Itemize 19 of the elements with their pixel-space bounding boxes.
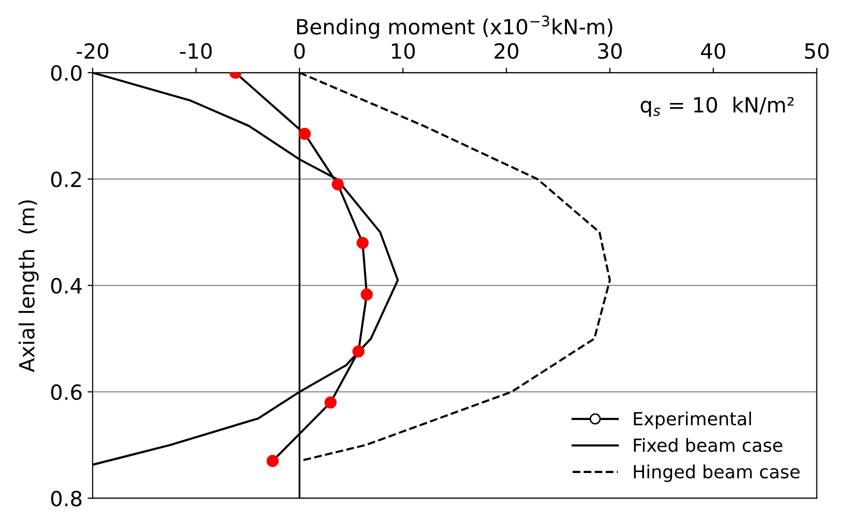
x-tick-label: 50	[805, 43, 829, 59]
x-axis-title: Bending moment (x10$^{−3}$kN-m)	[297, 15, 612, 39]
x-tick-label: 10	[392, 43, 415, 59]
x-tick-label: 30	[598, 43, 622, 59]
annotation: q$_{s}$ = 10 kN/m²	[640, 96, 794, 117]
x-tick-label: -20	[76, 43, 108, 59]
x-tick-label: -10	[180, 43, 212, 59]
y-tick-label: 0.4	[51, 278, 82, 294]
x-tick-label: 0	[294, 43, 305, 59]
legend-label: Hinged beam case	[634, 464, 800, 482]
x-tick-label: 20	[494, 43, 518, 59]
x-tick-label: 40	[701, 43, 726, 59]
legend-label: Fixed beam case	[634, 438, 782, 452]
y-axis-title: Axial length (m)	[18, 200, 39, 372]
y-tick-label: 0.6	[51, 384, 82, 400]
legend-label: Experimental	[634, 412, 751, 429]
y-tick-label: 0.8	[51, 490, 82, 506]
y-tick-label: 0.0	[51, 65, 82, 81]
y-tick-label: 0.2	[51, 172, 81, 188]
